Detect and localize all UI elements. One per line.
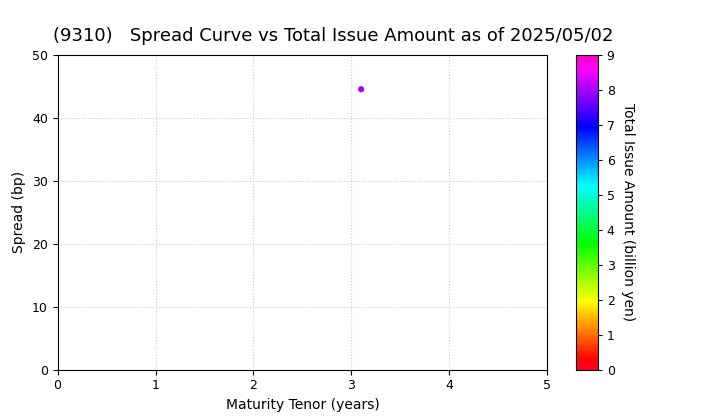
Point bbox=[356, 86, 367, 93]
X-axis label: Maturity Tenor (years): Maturity Tenor (years) bbox=[225, 398, 379, 412]
Y-axis label: Total Issue Amount (billion yen): Total Issue Amount (billion yen) bbox=[621, 103, 636, 321]
Text: (9310)   Spread Curve vs Total Issue Amount as of 2025/05/02: (9310) Spread Curve vs Total Issue Amoun… bbox=[53, 27, 613, 45]
Y-axis label: Spread (bp): Spread (bp) bbox=[12, 171, 27, 253]
